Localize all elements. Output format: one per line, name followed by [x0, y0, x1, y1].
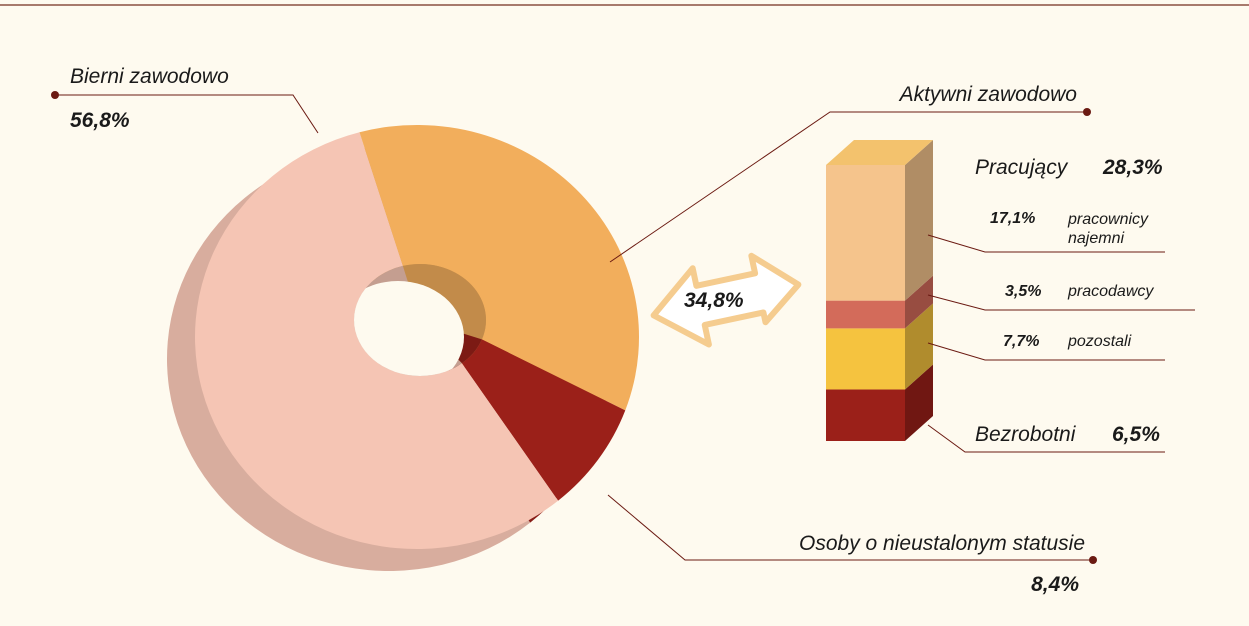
- label: pozostali: [1068, 333, 1132, 350]
- value-label: 34,8%: [684, 289, 744, 312]
- label: Bierni zawodowo: [70, 65, 229, 88]
- bar-segment: [826, 165, 905, 301]
- label: pracownicy najemni: [1068, 211, 1149, 248]
- slice: [461, 339, 626, 501]
- leaders: [55, 94, 1195, 561]
- value-label: 8,4%: [1031, 573, 1079, 596]
- slice: [195, 132, 559, 549]
- leader-dots: [51, 91, 1097, 564]
- label: Osoby o nieustalonym statusie: [799, 532, 1085, 555]
- bar-segment: [826, 389, 905, 441]
- label: Aktywni zawodowo: [899, 83, 1077, 106]
- value-label: 7,7%: [1003, 333, 1040, 350]
- bar-side: [905, 303, 933, 390]
- bar-side: [905, 140, 933, 301]
- value-label: 17,1%: [990, 210, 1036, 227]
- bar-side: [905, 275, 933, 329]
- bar-top: [826, 140, 933, 165]
- value-label: 56,8%: [70, 109, 130, 132]
- slice: [359, 124, 640, 411]
- donut: [167, 124, 640, 571]
- bar-segment: [826, 300, 905, 329]
- bar-segment: [826, 328, 905, 390]
- label: pracodawcy: [1068, 283, 1154, 300]
- label: Pracujący: [975, 156, 1068, 179]
- bar-side: [905, 364, 933, 441]
- arrow: [650, 252, 802, 348]
- stacked-column: [826, 140, 933, 441]
- value-label: 3,5%: [1005, 283, 1042, 300]
- label: Bezrobotni: [975, 423, 1076, 446]
- value-label: 28,3%: [1103, 156, 1163, 179]
- value-label: 6,5%: [1112, 423, 1160, 446]
